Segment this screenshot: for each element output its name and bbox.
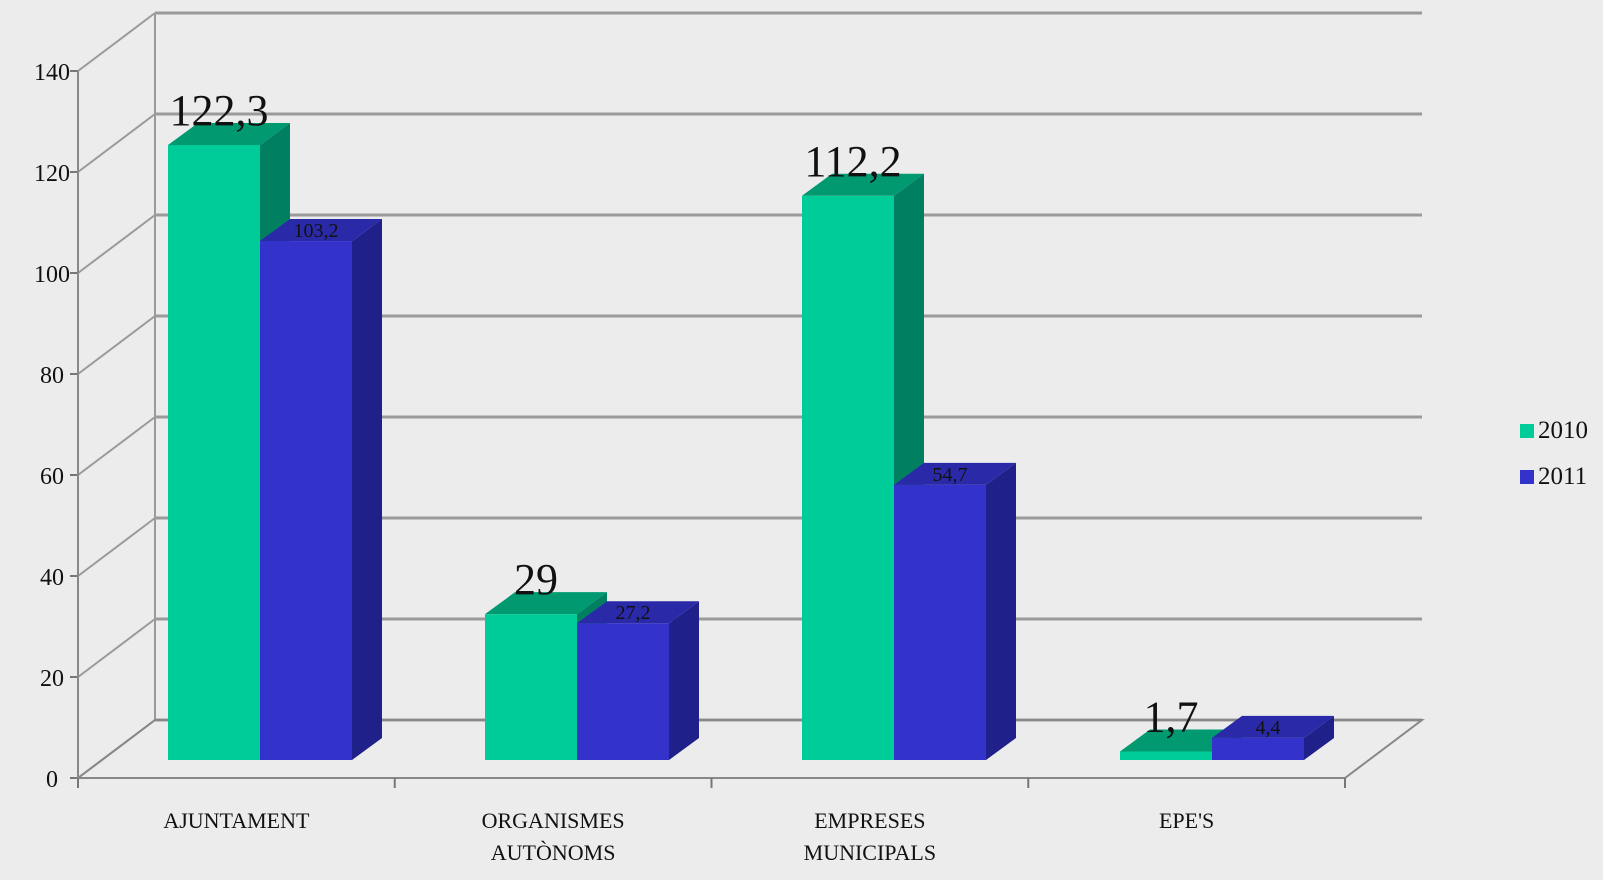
bar-top-2011-1 [577,601,699,624]
y-tick-label: 40 [40,565,64,591]
gridline-depth [77,517,156,577]
y-tick-label: 140 [34,60,70,86]
bar-top-2010-2 [802,173,924,196]
legend-swatch-2010 [1520,424,1534,438]
data-label-2011-1: 27,2 [616,602,651,624]
data-label-2010-3: 1,7 [1144,692,1199,741]
bar-2010-2 [802,195,894,760]
back-wall [155,13,1422,720]
data-label-2010-1: 29 [514,555,558,604]
gridline-depth [77,315,156,375]
y-tick-label: 0 [46,767,58,793]
bar-2011-1 [577,623,669,760]
gridline-depth [77,113,156,173]
bar-2011-2 [894,484,986,760]
bar-top-2010-1 [485,592,607,615]
x-category-label: EMPRESES [814,808,925,833]
x-category-label: AUTÒNOMS [491,840,616,865]
x-category-label: EPE'S [1159,808,1214,833]
y-tick-label: 20 [40,666,64,692]
legend: 2010 2011 [1520,408,1588,500]
y-tick-label: 120 [34,161,70,187]
data-label-2011-3: 4,4 [1256,717,1281,739]
data-label-2010-2: 112,2 [804,137,901,186]
bar-top-2010-3 [1120,729,1242,752]
bar-top-2011-3 [1212,715,1334,738]
bar-2011-0 [260,241,352,760]
bar-side-2011-1 [669,601,699,760]
data-label-2010-0: 122,3 [170,86,269,135]
legend-item-2010: 2010 [1520,408,1588,454]
bar-side-2011-0 [352,219,382,760]
bar-side-2011-3 [1304,715,1334,760]
bar-side-2011-2 [986,462,1016,760]
data-label-2011-0: 103,2 [294,220,339,242]
bar-top-2010-0 [168,123,290,145]
x-category-label: AJUNTAMENT [163,808,310,833]
legend-item-2011: 2011 [1520,454,1588,500]
bar-2011-3 [1212,737,1304,760]
data-label-2011-2: 54,7 [933,464,968,486]
bar-2010-1 [485,614,577,760]
legend-swatch-2011 [1520,470,1534,484]
x-category-label: ORGANISMES [482,808,625,833]
bar-top-2011-0 [260,219,382,242]
gridline-depth [77,12,156,72]
floor [75,719,1425,779]
gridline-depth [77,618,156,678]
y-tick-label: 60 [40,464,64,490]
bar-2010-0 [168,145,260,760]
bar-2010-3 [1120,751,1212,760]
x-category-label: MUNICIPALS [804,840,936,865]
y-tick-label: 80 [40,363,64,389]
gridline-depth [77,416,156,476]
y-tick-label: 100 [34,262,70,288]
bar-top-2011-2 [894,462,1016,485]
gridline-depth [77,214,156,274]
legend-label-2010: 2010 [1538,417,1588,444]
legend-label-2011: 2011 [1538,463,1588,490]
